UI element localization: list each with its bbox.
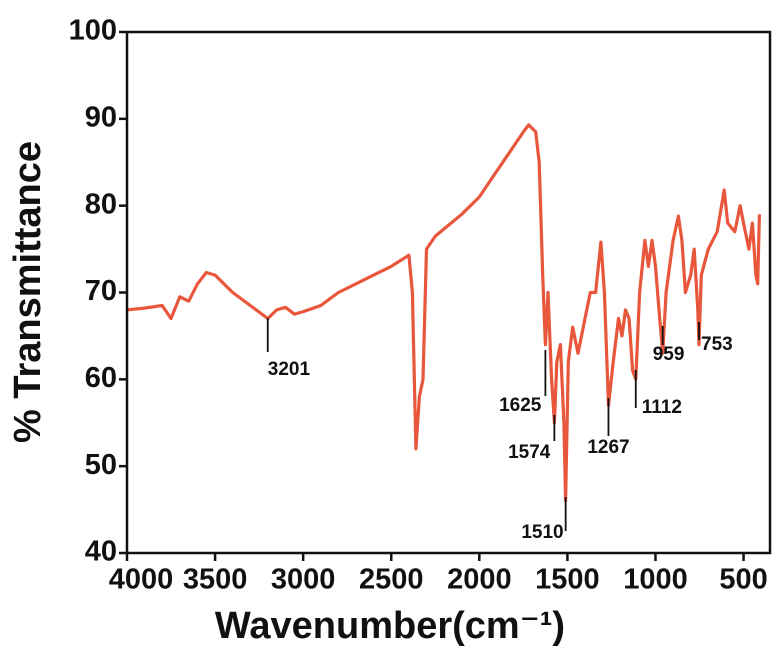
y-tick-label: 100 [69,15,117,47]
annotation-label: 3201 [268,359,311,380]
x-tick-label: 500 [719,564,767,596]
y-tick-label: 50 [85,449,117,481]
x-tick-label: 3000 [271,564,336,596]
annotation-label: 1510 [521,522,563,543]
spectrum-line [126,123,761,503]
y-tick-label: 90 [85,101,117,133]
x-tick-label: 1000 [623,564,688,596]
annotation-label: 1625 [499,395,542,416]
annotation-label: 1267 [587,437,629,458]
y-tick-label: 70 [85,275,117,307]
y-tick-label: 80 [85,188,117,220]
annotation-label: 959 [653,344,685,365]
x-tick-label: 2000 [447,564,512,596]
x-tick-label: 2500 [359,564,424,596]
x-tick-label: 3500 [183,564,248,596]
y-tick-label: 60 [85,362,117,394]
plot-frame [125,30,772,555]
x-tick-label: 4000 [109,564,174,596]
x-tick-label: 1500 [535,564,600,596]
y-axis-title: % Transmittance [7,141,49,443]
y-tick-label: 40 [85,536,117,568]
annotation-label: 753 [701,334,733,355]
annotation-label: 1574 [508,442,551,463]
x-axis-title: Wavenumber(cm⁻¹) [215,605,565,647]
annotation-label: 1112 [642,397,682,418]
